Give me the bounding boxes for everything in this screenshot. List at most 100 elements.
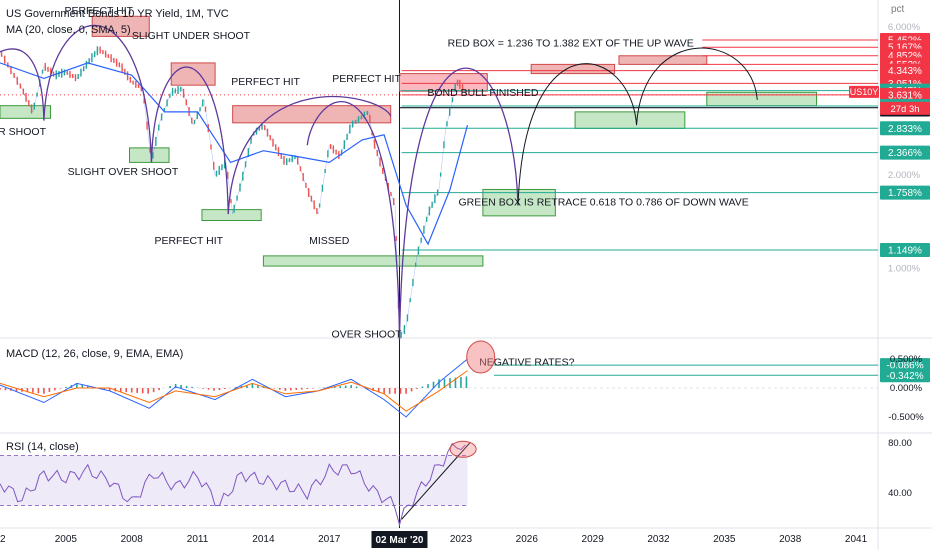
wave-arc <box>306 100 401 340</box>
macd-y-tick: -0.500% <box>888 412 924 423</box>
ma-legend: MA (20, close, 0, SMA, 5) <box>6 24 131 36</box>
chart-annotation: OVER SHOOT <box>0 126 47 138</box>
x-tick-label: 2029 <box>582 534 605 545</box>
chart-annotation: PERFECT HIT <box>332 73 401 85</box>
x-tick-label: 2023 <box>450 534 473 545</box>
wave-arc <box>0 48 45 121</box>
x-tick-label: 2011 <box>187 534 209 545</box>
price-label-bg <box>880 185 930 200</box>
price-label-bg <box>880 121 930 136</box>
red-extension-box <box>530 63 616 75</box>
chart-annotation: RED BOX = 1.236 TO 1.382 EXT OF THE UP W… <box>448 37 694 49</box>
chart-annotation: GREEN BOX IS RETRACE 0.618 TO 0.786 OF D… <box>459 196 749 208</box>
chart-annotation: SLIGHT OVER SHOOT <box>68 166 179 178</box>
x-tick-label: 2014 <box>252 534 275 545</box>
price-label-text: 3.631% <box>888 90 922 101</box>
countdown-badge: 27d 3h <box>880 101 930 115</box>
chart-annotation: OVER SHOOT <box>332 329 403 341</box>
x-tick-label: 2041 <box>845 534 868 545</box>
x-tick-label: 2032 <box>647 534 670 545</box>
wave-arc <box>150 66 229 215</box>
price-series-shadow <box>0 48 468 339</box>
chart-title: US Government Bonds 10 YR Yield, 1M, TVC <box>6 8 229 20</box>
macd-highlight-circle <box>466 340 496 374</box>
rsi-line <box>0 442 466 527</box>
price-label-text: 4.343% <box>888 66 922 77</box>
price-label-text: 1.149% <box>888 246 922 257</box>
price-label-badge: 2.833% <box>880 121 930 136</box>
y-tick-label: 2.000% <box>888 170 921 181</box>
symbol-tag-bg <box>849 85 879 98</box>
chart-annotation: PERFECT HIT <box>231 76 300 88</box>
x-tick-label: 2005 <box>55 534 78 545</box>
price-label-text: 2.833% <box>888 124 922 135</box>
red-target-box <box>170 62 216 86</box>
price-label-bg <box>880 87 930 102</box>
x-tick-label: 2026 <box>516 534 539 545</box>
countdown-text: 27d 3h <box>890 104 919 115</box>
price-label-bg <box>880 243 930 257</box>
wave-arc <box>398 67 519 340</box>
rsi-highlight-circle <box>449 440 477 458</box>
green-target-box <box>262 255 484 267</box>
chart-annotation: NEGATIVE RATES? <box>479 357 574 369</box>
x-tick-label: 2038 <box>779 534 802 545</box>
x-tick-label: 2017 <box>318 534 341 545</box>
currency-label: pct <box>891 4 905 15</box>
crosshair-date-box <box>371 531 428 548</box>
price-label-text: -0.342% <box>886 371 923 382</box>
x-tick-label: 2008 <box>121 534 144 545</box>
chart-annotation: PERFECT HIT <box>64 5 133 17</box>
rsi-y-tick: 80.00 <box>888 438 912 449</box>
green-target-box <box>201 209 262 221</box>
price-label-text: -0.086% <box>886 361 923 372</box>
chart-annotation: PERFECT HIT <box>154 235 223 247</box>
symbol-tag-text: US10Y <box>850 87 879 97</box>
price-label-badge: 2.366% <box>880 145 930 160</box>
rsi-legend: RSI (14, close) <box>6 441 79 453</box>
green-target-box <box>129 147 170 163</box>
macd-legend: MACD (12, 26, close, 9, EMA, EMA) <box>6 348 184 360</box>
x-tick-label: 02 <box>0 534 6 545</box>
chart-annotation: SLIGHT UNDER SHOOT <box>132 30 251 42</box>
rsi-trendline <box>401 442 471 520</box>
price-label-text: 2.366% <box>888 148 922 159</box>
red-extension-box <box>618 55 708 65</box>
green-retrace-box <box>574 111 686 129</box>
chart-annotation: MISSED <box>309 235 350 247</box>
y-tick-label: 1.000% <box>888 264 921 275</box>
signal-line <box>0 370 468 412</box>
wave-arc <box>227 96 392 215</box>
price-label-text: 4.852% <box>888 51 922 62</box>
price-label-badge: 3.631% <box>880 87 930 102</box>
macd-line <box>0 358 468 418</box>
price-label-badge: 4.343% <box>880 63 930 78</box>
macd-y-tick: 0.000% <box>890 383 923 394</box>
price-label-text: 1.758% <box>888 188 922 199</box>
price-label-bg <box>880 63 930 78</box>
crosshair-date-label: 02 Mar '20 <box>376 535 424 546</box>
wave-arc <box>43 24 153 163</box>
price-label-badge: 1.758% <box>880 185 930 200</box>
green-target-box <box>0 105 51 119</box>
forecast-arc <box>636 47 758 126</box>
chart-annotation: BOND BULL FINISHED <box>427 87 538 99</box>
price-label-badge: -0.342% <box>880 368 930 383</box>
price-label-text: 5.167% <box>888 43 922 54</box>
countdown-bg <box>880 101 930 115</box>
green-retrace-box <box>706 91 818 107</box>
symbol-tag: US10Y <box>849 85 879 98</box>
red-target-box <box>91 15 150 37</box>
price-label-bg <box>880 368 930 383</box>
ma-line <box>0 62 469 246</box>
green-retrace-box <box>482 188 556 217</box>
red-target-box <box>232 105 392 124</box>
price-label-bg <box>880 145 930 160</box>
macd-y-tick: 0.500% <box>890 354 923 365</box>
forecast-arc <box>517 63 638 206</box>
price-label-badge: 1.149% <box>880 243 930 257</box>
rsi-y-tick: 40.00 <box>888 488 912 499</box>
x-tick-label: 2035 <box>713 534 736 545</box>
